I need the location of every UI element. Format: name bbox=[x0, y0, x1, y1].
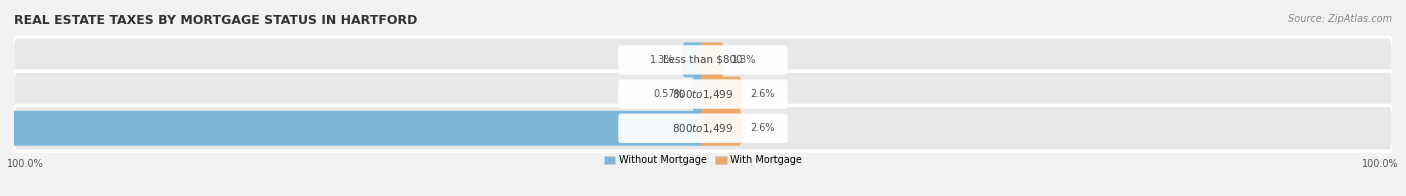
FancyBboxPatch shape bbox=[700, 111, 741, 146]
FancyBboxPatch shape bbox=[619, 113, 787, 143]
Text: 1.3%: 1.3% bbox=[650, 55, 673, 65]
Text: 1.3%: 1.3% bbox=[733, 55, 756, 65]
Text: Less than $800: Less than $800 bbox=[664, 55, 742, 65]
Text: 2.6%: 2.6% bbox=[749, 123, 775, 133]
FancyBboxPatch shape bbox=[13, 37, 1393, 83]
Text: $800 to $1,499: $800 to $1,499 bbox=[672, 122, 734, 135]
FancyBboxPatch shape bbox=[682, 43, 706, 77]
FancyBboxPatch shape bbox=[700, 77, 741, 112]
Text: 0.57%: 0.57% bbox=[654, 89, 685, 99]
FancyBboxPatch shape bbox=[0, 111, 706, 146]
Text: 100.0%: 100.0% bbox=[7, 159, 44, 169]
FancyBboxPatch shape bbox=[619, 45, 787, 75]
FancyBboxPatch shape bbox=[700, 43, 724, 77]
FancyBboxPatch shape bbox=[619, 79, 787, 109]
Text: $800 to $1,499: $800 to $1,499 bbox=[672, 88, 734, 101]
FancyBboxPatch shape bbox=[13, 105, 1393, 151]
FancyBboxPatch shape bbox=[13, 71, 1393, 117]
Text: 2.6%: 2.6% bbox=[749, 89, 775, 99]
FancyBboxPatch shape bbox=[692, 77, 706, 112]
Text: 100.0%: 100.0% bbox=[1362, 159, 1399, 169]
Text: Source: ZipAtlas.com: Source: ZipAtlas.com bbox=[1288, 14, 1392, 24]
Text: REAL ESTATE TAXES BY MORTGAGE STATUS IN HARTFORD: REAL ESTATE TAXES BY MORTGAGE STATUS IN … bbox=[14, 14, 418, 27]
Legend: Without Mortgage, With Mortgage: Without Mortgage, With Mortgage bbox=[600, 151, 806, 169]
